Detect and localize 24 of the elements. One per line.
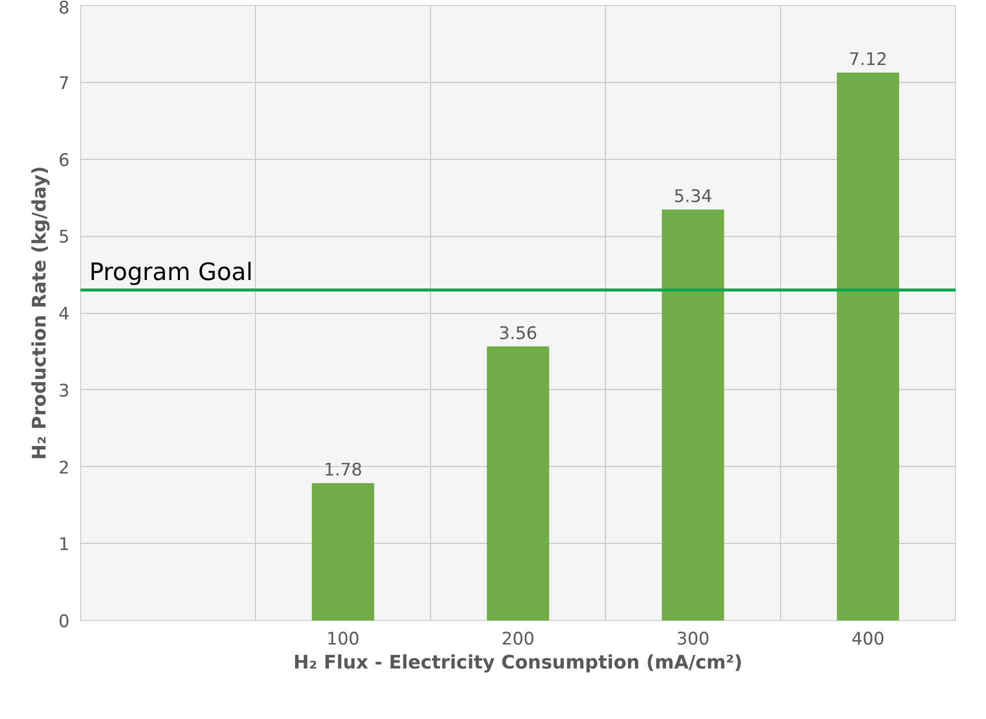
bar — [836, 72, 900, 620]
data-label: 1.78 — [324, 460, 362, 481]
y-tick-label: 1 — [58, 535, 70, 556]
y-tick-label: 3 — [58, 381, 70, 402]
y-tick-label: 4 — [58, 304, 70, 324]
data-label: 5.34 — [674, 186, 712, 207]
bar — [312, 483, 374, 620]
ref-line-label: Program Goal — [89, 258, 253, 286]
y-tick-label: 7 — [58, 74, 70, 94]
bar — [486, 346, 550, 620]
x-tick-label: 400 — [851, 630, 885, 650]
y-tick-label: 8 — [58, 0, 70, 18]
y-axis-title: H₂ Production Rate (kg/day) — [29, 166, 50, 460]
bar — [662, 209, 724, 620]
x-axis-title: H₂ Flux - Electricity Consumption (mA/cm²) — [293, 652, 743, 674]
y-tick-label: 5 — [58, 228, 70, 248]
data-label: 3.56 — [498, 324, 538, 344]
y-tick-label: 0 — [58, 612, 70, 632]
x-tick-label: 100 — [326, 630, 360, 650]
y-tick-label: 2 — [58, 458, 70, 478]
x-tick-label: 200 — [501, 630, 535, 650]
x-tick-label: 300 — [676, 630, 710, 650]
data-label: 7.12 — [848, 50, 888, 70]
y-tick-label: 6 — [58, 150, 70, 171]
